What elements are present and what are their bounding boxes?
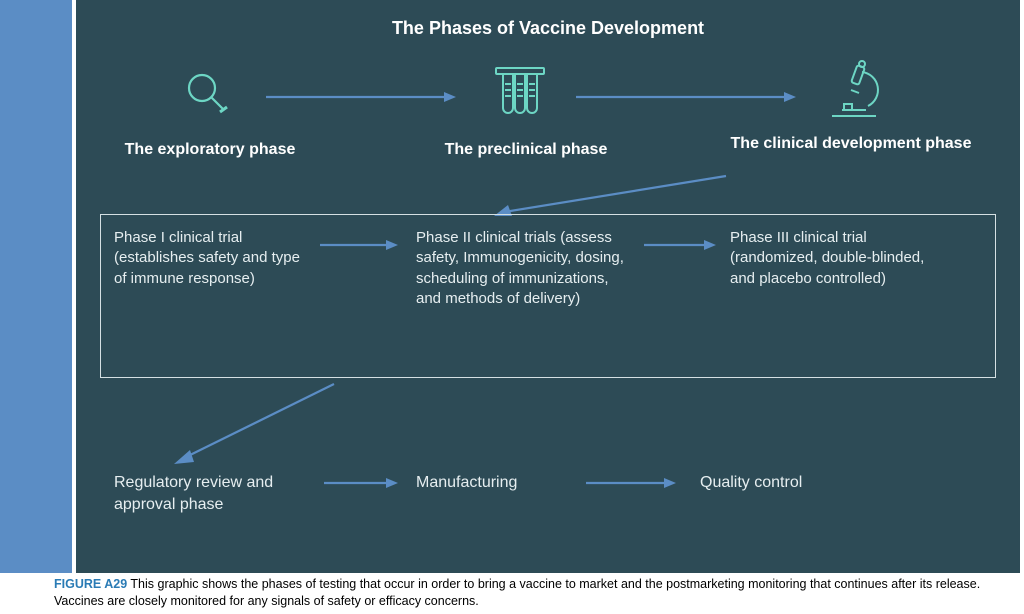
page-edge-decor	[0, 0, 72, 573]
figure-caption: FIGURE A29 This graphic shows the phases…	[54, 576, 1014, 610]
arrow-box-to-regulatory	[166, 380, 346, 470]
arrow-phase1-to-phase2	[320, 238, 398, 252]
arrow-preclinical-to-clinical	[576, 90, 796, 104]
figure-caption-text: This graphic shows the phases of testing…	[54, 577, 980, 608]
cell-phase3: Phase III clinical trial (randomized, do…	[730, 228, 950, 289]
figure-container: The Phases of Vaccine Development	[0, 0, 1024, 614]
arrow-manufacturing-to-quality	[586, 476, 676, 490]
diagram-panel: The Phases of Vaccine Development	[76, 0, 1020, 573]
label-clinical: The clinical development phase	[726, 134, 976, 155]
cell-quality: Quality control	[700, 472, 900, 494]
label-exploratory: The exploratory phase	[100, 140, 320, 161]
cell-regulatory: Regulatory review and approval phase	[114, 472, 324, 515]
test-tubes-icon	[488, 62, 552, 127]
magnifier-icon	[180, 68, 232, 125]
arrow-regulatory-to-manufacturing	[324, 476, 398, 490]
arrow-exploratory-to-preclinical	[266, 90, 456, 104]
figure-label: FIGURE A29	[54, 577, 127, 591]
diagram-title: The Phases of Vaccine Development	[76, 18, 1020, 39]
arrow-phase2-to-phase3	[644, 238, 716, 252]
label-preclinical: The preclinical phase	[416, 140, 636, 161]
microscope-icon	[824, 58, 884, 127]
cell-phase2: Phase II clinical trials (assess safety,…	[416, 228, 636, 309]
cell-phase1: Phase I clinical trial (establishes safe…	[114, 228, 314, 289]
